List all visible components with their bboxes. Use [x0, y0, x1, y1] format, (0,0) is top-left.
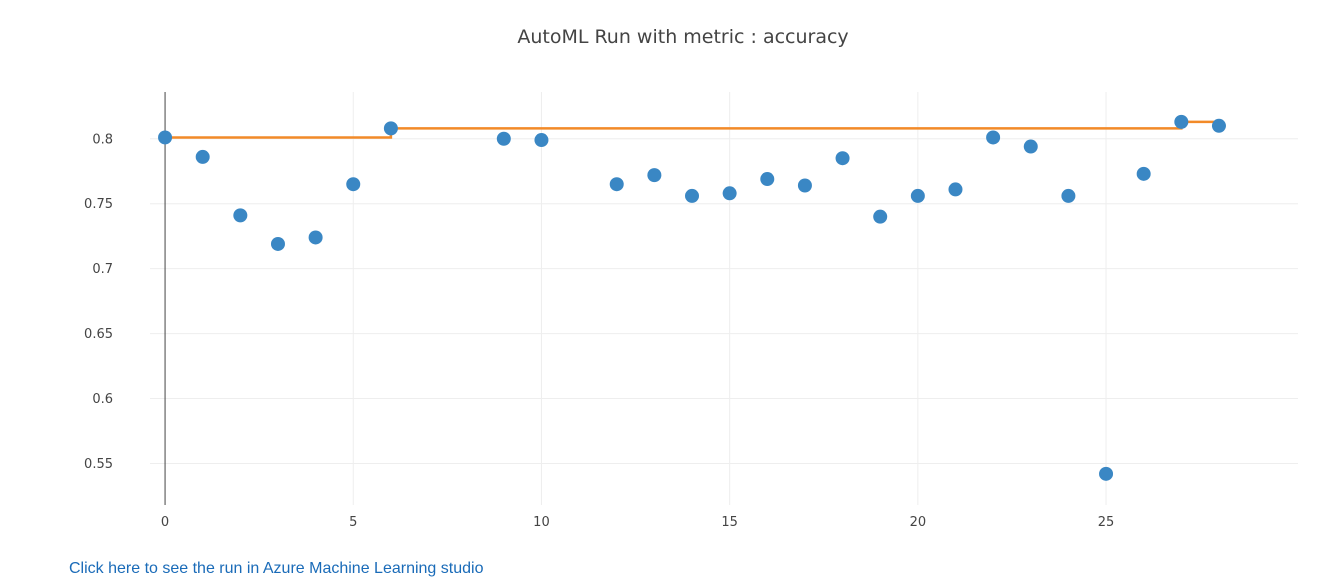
accuracy-chart: AutoML Run with metric : accuracy 0 5 10 15… [84, 26, 1298, 530]
y-tick-label: 0.75 [84, 197, 113, 212]
best-run-line-series [165, 120, 1219, 139]
run-point[interactable] [685, 188, 700, 203]
grid [150, 92, 1298, 505]
run-point[interactable] [534, 133, 549, 148]
chart-svg: AutoML Run with metric : accuracy 0 5 10 15… [84, 26, 1298, 530]
run-point[interactable] [270, 236, 285, 251]
run-point[interactable] [383, 121, 398, 136]
run-point[interactable] [797, 178, 812, 193]
run-point[interactable] [760, 172, 775, 187]
run-point[interactable] [496, 131, 511, 146]
x-tick-label: 5 [349, 515, 357, 530]
run-point[interactable] [1023, 139, 1038, 154]
run-point[interactable] [1211, 118, 1226, 133]
best-run-line [165, 120, 1219, 139]
run-point[interactable] [308, 230, 323, 245]
chart-title: AutoML Run with metric : accuracy [517, 26, 848, 48]
run-point[interactable] [722, 186, 737, 201]
run-point[interactable] [647, 168, 662, 183]
run-point[interactable] [1061, 188, 1076, 203]
x-tick-label: 25 [1098, 515, 1115, 530]
run-points-series [158, 114, 1226, 481]
azure-studio-link[interactable]: Click here to see the run in Azure Machi… [69, 560, 484, 577]
run-point[interactable] [1174, 114, 1189, 129]
run-point[interactable] [873, 209, 888, 224]
run-point[interactable] [346, 177, 361, 192]
x-tick-label: 10 [533, 515, 550, 530]
run-point[interactable] [948, 182, 963, 197]
y-tick-label: 0.7 [92, 262, 113, 277]
run-point[interactable] [195, 149, 210, 164]
run-point[interactable] [835, 151, 850, 166]
y-tick-label: 0.65 [84, 327, 113, 342]
run-point[interactable] [1136, 166, 1151, 181]
tick-labels: 0 5 10 15 20 25 0.55 0.6 0.65 0.7 0.75 0.8 [84, 132, 1114, 530]
y-tick-label: 0.55 [84, 457, 113, 472]
x-tick-label: 0 [161, 515, 169, 530]
run-point[interactable] [1099, 466, 1114, 481]
y-tick-label: 0.6 [92, 392, 113, 407]
x-tick-label: 15 [721, 515, 738, 530]
run-point[interactable] [986, 130, 1001, 145]
run-point[interactable] [910, 188, 925, 203]
run-point[interactable] [233, 208, 248, 223]
run-point[interactable] [609, 177, 624, 192]
x-tick-label: 20 [910, 515, 927, 530]
run-point[interactable] [158, 130, 173, 145]
y-tick-label: 0.8 [92, 132, 113, 147]
